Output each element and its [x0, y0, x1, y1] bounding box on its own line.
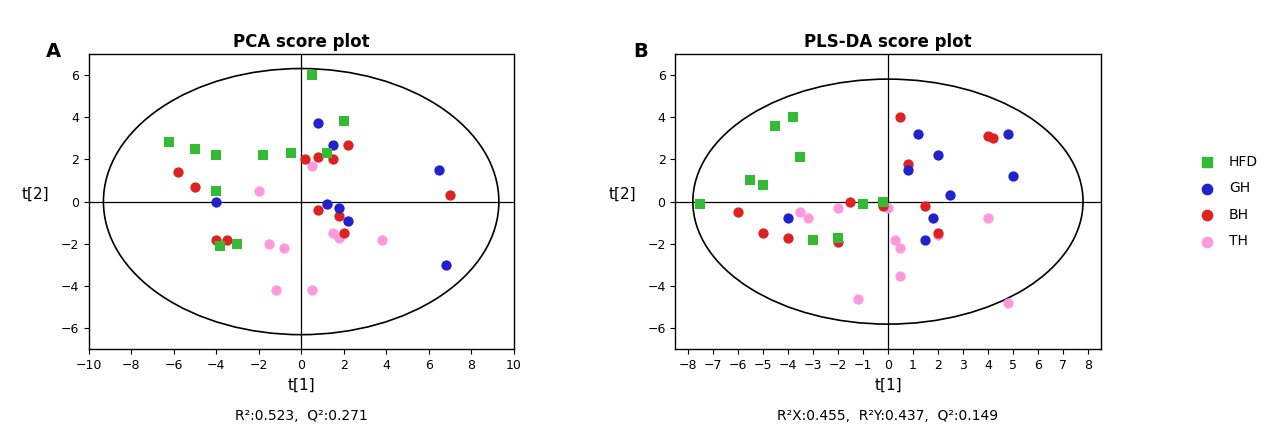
Text: R²:0.523,  Q²:0.271: R²:0.523, Q²:0.271 [235, 409, 368, 422]
Point [316, 200, 336, 207]
Point [429, 166, 449, 173]
Point [923, 215, 944, 222]
Point [778, 234, 798, 241]
Point [301, 71, 321, 78]
Point [940, 192, 960, 199]
Point [827, 204, 848, 211]
Point [927, 232, 947, 239]
Point [916, 202, 936, 209]
Point [334, 230, 354, 237]
Point [440, 192, 460, 199]
Point [206, 198, 226, 205]
Point [853, 200, 873, 207]
Point [301, 287, 321, 294]
Point [873, 198, 893, 205]
Point [185, 183, 205, 190]
Point [891, 113, 911, 121]
Point [295, 156, 315, 163]
Point [338, 141, 358, 148]
Point [886, 236, 906, 243]
Point [791, 154, 811, 161]
Point [927, 151, 947, 159]
Point [323, 230, 343, 237]
Y-axis label: t[2]: t[2] [22, 187, 49, 202]
Point [908, 130, 929, 138]
X-axis label: t[1]: t[1] [874, 378, 902, 393]
Point [334, 118, 354, 125]
Point [778, 215, 798, 222]
Point [435, 261, 455, 268]
Text: B: B [632, 42, 648, 61]
Point [338, 217, 358, 224]
Point [275, 245, 295, 252]
Point [753, 230, 773, 237]
Point [316, 150, 336, 157]
Title: PLS-DA score plot: PLS-DA score plot [805, 33, 972, 51]
Point [329, 234, 349, 241]
Point [783, 113, 803, 121]
Point [765, 122, 786, 129]
Point [727, 209, 748, 216]
Point [323, 141, 343, 148]
Point [266, 287, 286, 294]
Point [206, 151, 226, 159]
Point [978, 215, 998, 222]
Point [372, 236, 392, 243]
Point [329, 204, 349, 211]
Point [873, 202, 893, 209]
Point [253, 151, 273, 159]
Point [206, 236, 226, 243]
Point [898, 160, 918, 167]
Point [791, 209, 811, 216]
Point [691, 200, 711, 207]
Point [848, 295, 868, 302]
Point [998, 130, 1018, 138]
Point [998, 299, 1018, 306]
Point [329, 213, 349, 220]
Y-axis label: t[2]: t[2] [608, 187, 636, 202]
Point [1003, 172, 1023, 180]
Point [983, 135, 1003, 142]
Point [740, 177, 760, 184]
Point [827, 234, 848, 241]
Point [898, 166, 918, 173]
Text: R²X:0.455,  R²Y:0.437,  Q²:0.149: R²X:0.455, R²Y:0.437, Q²:0.149 [778, 409, 998, 422]
Point [281, 150, 301, 157]
Point [978, 133, 998, 140]
Point [210, 242, 230, 250]
Point [301, 162, 321, 169]
Point [803, 236, 824, 243]
Point [798, 215, 818, 222]
Point [916, 236, 936, 243]
Legend: HFD, GH, BH, TH: HFD, GH, BH, TH [1188, 149, 1264, 254]
Point [206, 187, 226, 194]
Point [891, 272, 911, 279]
Point [159, 139, 180, 146]
Point [168, 168, 188, 176]
Point [309, 207, 329, 214]
Point [185, 145, 205, 152]
Point [827, 238, 848, 246]
Point [259, 240, 280, 247]
X-axis label: t[1]: t[1] [287, 378, 315, 393]
Title: PCA score plot: PCA score plot [233, 33, 369, 51]
Text: A: A [46, 42, 61, 61]
Point [309, 120, 329, 127]
Point [840, 198, 860, 205]
Point [228, 240, 248, 247]
Point [753, 181, 773, 188]
Point [248, 187, 268, 194]
Point [216, 236, 237, 243]
Point [891, 245, 911, 252]
Point [309, 154, 329, 161]
Point [323, 156, 343, 163]
Point [878, 204, 898, 211]
Point [927, 230, 947, 237]
